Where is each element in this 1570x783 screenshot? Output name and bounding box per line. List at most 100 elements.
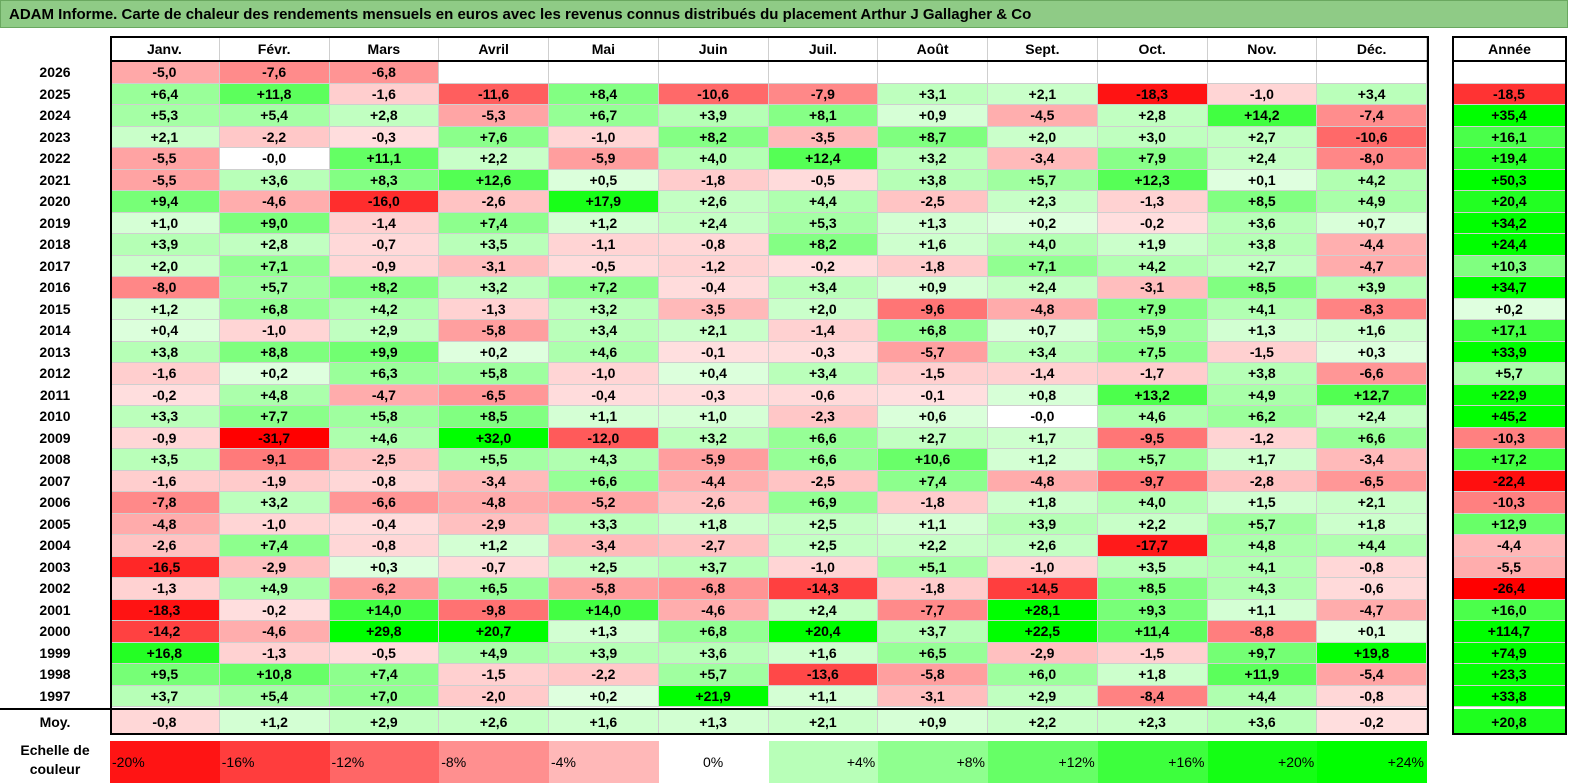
annual-cell: -10,3 [1452, 427, 1567, 449]
heatmap-cell: +6,2 [1207, 406, 1318, 428]
heatmap-cell [1097, 62, 1208, 84]
heatmap-cell: +7,2 [549, 277, 659, 299]
heatmap-cell: -4,7 [1317, 255, 1427, 277]
heatmap-cell: +3,2 [219, 492, 330, 514]
heatmap-cell: -0,3 [768, 341, 879, 363]
average-cell: -0,8 [110, 709, 220, 735]
heatmap-cell: -4,5 [988, 105, 1098, 127]
heatmap-cell: -1,5 [1097, 642, 1208, 664]
year-label: 2015 [39, 300, 71, 317]
heatmap-cell: -2,9 [988, 642, 1098, 664]
heatmap-cell: -8,0 [110, 277, 220, 299]
heatmap-cell: +8,8 [219, 341, 330, 363]
heatmap-cell: +7,1 [219, 255, 330, 277]
heatmap-cell: +2,8 [329, 105, 440, 127]
heatmap-cell: +4,3 [549, 449, 659, 471]
heatmap-cell: +4,1 [1207, 556, 1318, 578]
heatmap-cell: -9,5 [1097, 427, 1208, 449]
heatmap-cell: +4,0 [988, 234, 1098, 256]
heatmap-cell: -0,3 [658, 384, 769, 406]
year-label: 2025 [39, 85, 71, 102]
heatmap-cell: -2,6 [658, 492, 769, 514]
heatmap-cell: +8,2 [329, 277, 440, 299]
color-scale-swatch: -8% [439, 741, 549, 783]
heatmap-cell: -1,6 [329, 83, 440, 105]
heatmap-cell: +13,2 [1097, 384, 1208, 406]
heatmap-cell: -0,4 [549, 384, 659, 406]
heatmap-cell: +5,7 [1207, 513, 1318, 535]
heatmap-cell: -8,4 [1097, 685, 1208, 707]
heatmap-cell: -1,6 [110, 470, 220, 492]
heatmap-cell: -5,8 [439, 320, 549, 342]
heatmap-cell: -0,2 [219, 599, 330, 621]
heatmap-cell: +0,1 [1207, 169, 1318, 191]
heatmap-cell: -0,6 [768, 384, 879, 406]
heatmap-cell: +0,3 [329, 556, 440, 578]
heatmap-cell: -0,5 [768, 169, 879, 191]
year-label: 2018 [39, 236, 71, 252]
annual-cell: +24,4 [1452, 234, 1567, 256]
annual-cell: -22,4 [1452, 470, 1567, 492]
heatmap-cell: -4,8 [988, 470, 1098, 492]
heatmap-cell: -5,8 [878, 664, 988, 686]
heatmap-cell: +6,8 [658, 621, 769, 643]
heatmap-cell: -9,6 [878, 298, 988, 320]
heatmap-cell: +2,3 [988, 191, 1098, 213]
average-cell: +2,1 [768, 709, 879, 735]
average-cell: +2,2 [988, 709, 1098, 735]
month-header: Juil. [769, 36, 879, 62]
annual-cell: -18,5 [1452, 83, 1567, 105]
heatmap-cell: -9,7 [1097, 470, 1208, 492]
heatmap-cell: +1,2 [439, 535, 549, 557]
month-header: Mai [549, 36, 659, 62]
heatmap-cell: -0,8 [329, 470, 440, 492]
heatmap-cell: -7,6 [219, 62, 330, 84]
average-cell: +0,9 [878, 709, 988, 735]
heatmap-cell: +7,0 [329, 685, 440, 707]
heatmap-cell: +9,3 [1097, 599, 1208, 621]
month-header: Janv. [110, 36, 220, 62]
heatmap-cell: +6,6 [1317, 427, 1427, 449]
heatmap-cell: -8,3 [1317, 298, 1427, 320]
heatmap-cell: +5,7 [1097, 449, 1208, 471]
heatmap-cell: +3,6 [658, 642, 769, 664]
heatmap-cell: -5,9 [658, 449, 769, 471]
heatmap-cell: +4,4 [1317, 535, 1427, 557]
heatmap-cell: -3,4 [439, 470, 549, 492]
month-header: Avril [439, 36, 549, 62]
heatmap-cell: +0,2 [988, 212, 1098, 234]
heatmap-cell: +2,9 [329, 320, 440, 342]
heatmap-cell: +8,5 [1207, 191, 1318, 213]
heatmap-cell: +2,9 [988, 685, 1098, 707]
heatmap-cell: +5,4 [219, 105, 330, 127]
color-scale-swatch: -4% [549, 741, 659, 783]
heatmap-cell: -1,4 [988, 363, 1098, 385]
color-scale-swatch: +8% [878, 741, 988, 783]
heatmap-cell: -1,0 [549, 363, 659, 385]
heatmap-cell: +3,8 [1207, 234, 1318, 256]
heatmap-cell: -12,0 [549, 427, 659, 449]
heatmap-cell: +2,4 [658, 212, 769, 234]
heatmap-cell: +2,8 [1097, 105, 1208, 127]
heatmap-cell: +4,1 [1207, 298, 1318, 320]
annual-cell: +16,0 [1452, 599, 1567, 621]
heatmap-cell: +0,1 [1317, 621, 1427, 643]
heatmap-cell: -2,2 [219, 126, 330, 148]
year-label: 1999 [39, 644, 71, 661]
heatmap-cell: -1,5 [1207, 341, 1318, 363]
heatmap-cell: -0,5 [329, 642, 440, 664]
heatmap-cell: +7,4 [219, 535, 330, 557]
heatmap-cell: +3,9 [1317, 277, 1427, 299]
year-column-header: Année [1488, 41, 1531, 57]
heatmap-cell: -16,0 [329, 191, 440, 213]
heatmap-cell: +4,4 [1207, 685, 1318, 707]
heatmap-cell: -2,3 [768, 406, 879, 428]
heatmap-cell: +29,8 [329, 621, 440, 643]
average-annual-cell: +20,8 [1452, 709, 1567, 735]
year-label: 2007 [39, 472, 71, 489]
heatmap-cell: +0,7 [1317, 212, 1427, 234]
annual-cell: +0,2 [1452, 298, 1567, 320]
year-label: 2001 [39, 601, 71, 618]
heatmap-cell: -1,0 [219, 320, 330, 342]
heatmap-cell: +11,1 [329, 148, 440, 170]
